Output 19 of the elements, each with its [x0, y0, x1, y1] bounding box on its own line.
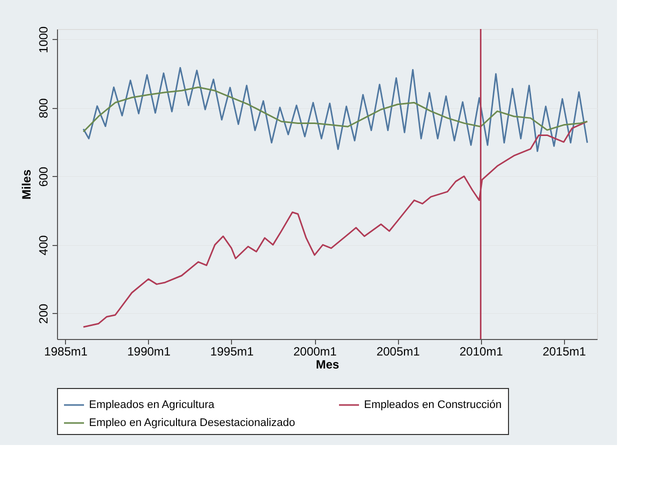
line-series [82, 66, 588, 152]
legend-label: Empleados en Agricultura [89, 399, 216, 411]
y-axis-title: Miles [20, 169, 34, 200]
x-tick-label: 2010m1 [460, 344, 504, 358]
legend-label: Empleados en Construcción [364, 399, 502, 411]
y-tick-label: 200 [36, 303, 50, 324]
x-tick-label: 2005m1 [376, 344, 420, 358]
x-tick-label: 1995m1 [210, 344, 254, 358]
line-series [82, 86, 588, 133]
y-tick-label: 800 [36, 98, 50, 118]
x-tick-label: 2015m1 [542, 344, 586, 358]
x-axis-title: Mes [316, 358, 340, 372]
legend-label: Empleo en Agricultura Desestacionalizado [89, 417, 296, 429]
y-tick-label: 1000 [36, 26, 50, 54]
x-tick-label: 1985m1 [44, 344, 88, 358]
y-tick-label: 400 [36, 234, 50, 256]
x-tick-label: 1990m1 [127, 344, 171, 358]
y-tick-label: 600 [36, 166, 50, 187]
x-tick-label: 2000m1 [293, 344, 338, 358]
